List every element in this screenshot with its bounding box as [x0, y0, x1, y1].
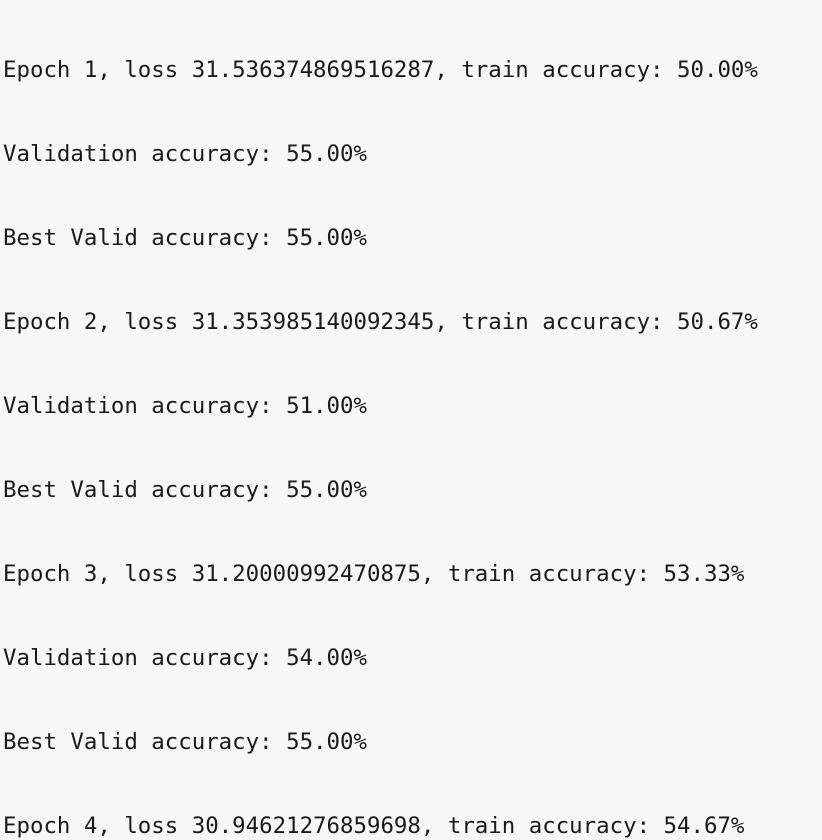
- log-line-epoch-2: Epoch 2, loss 31.353985140092345, train …: [3, 309, 758, 335]
- log-line-best-valid-2: Best Valid accuracy: 55.00%: [3, 477, 367, 503]
- log-line-validation-3: Validation accuracy: 54.00%: [3, 645, 367, 671]
- log-line-validation-1: Validation accuracy: 55.00%: [3, 141, 367, 167]
- log-line-epoch-1: Epoch 1, loss 31.536374869516287, train …: [3, 57, 758, 83]
- log-line-best-valid-1: Best Valid accuracy: 55.00%: [3, 225, 367, 251]
- log-line-best-valid-3: Best Valid accuracy: 55.00%: [3, 729, 367, 755]
- log-line-epoch-4: Epoch 4, loss 30.94621276859698, train a…: [3, 813, 745, 839]
- log-line-validation-2: Validation accuracy: 51.00%: [3, 393, 367, 419]
- log-line-epoch-3: Epoch 3, loss 31.20000992470875, train a…: [3, 561, 745, 587]
